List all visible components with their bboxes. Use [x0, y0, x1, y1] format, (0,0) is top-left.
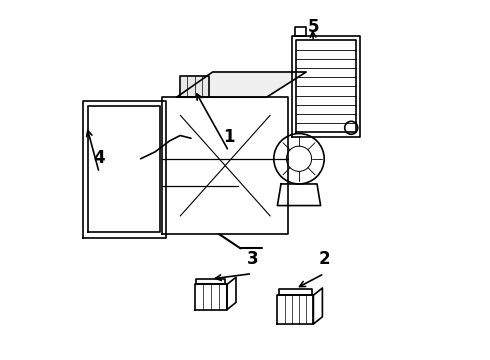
Polygon shape [180, 76, 209, 97]
Polygon shape [83, 101, 166, 238]
Polygon shape [195, 284, 227, 310]
Polygon shape [277, 184, 320, 206]
Text: 3: 3 [246, 250, 258, 268]
Polygon shape [176, 72, 306, 97]
Text: 5: 5 [308, 18, 319, 36]
Text: 1: 1 [223, 128, 235, 146]
Text: 2: 2 [318, 250, 330, 268]
Polygon shape [277, 295, 314, 324]
Polygon shape [162, 97, 288, 234]
Text: 4: 4 [94, 149, 105, 167]
Polygon shape [292, 36, 360, 137]
